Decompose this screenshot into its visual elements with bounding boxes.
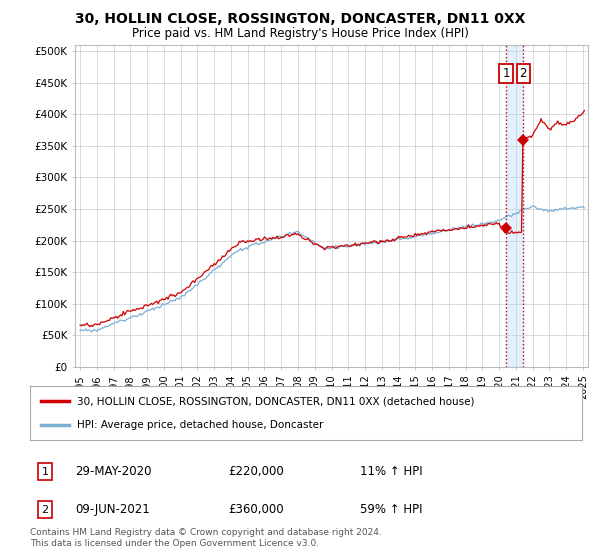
Bar bbox=[506, 45, 523, 367]
Text: 2: 2 bbox=[520, 67, 527, 80]
Text: Price paid vs. HM Land Registry's House Price Index (HPI): Price paid vs. HM Land Registry's House … bbox=[131, 27, 469, 40]
Text: 59% ↑ HPI: 59% ↑ HPI bbox=[360, 503, 422, 516]
Text: 11% ↑ HPI: 11% ↑ HPI bbox=[360, 465, 422, 478]
Text: 30, HOLLIN CLOSE, ROSSINGTON, DONCASTER, DN11 0XX: 30, HOLLIN CLOSE, ROSSINGTON, DONCASTER,… bbox=[75, 12, 525, 26]
Text: 09-JUN-2021: 09-JUN-2021 bbox=[75, 503, 150, 516]
Text: 1: 1 bbox=[502, 67, 510, 80]
Text: HPI: Average price, detached house, Doncaster: HPI: Average price, detached house, Donc… bbox=[77, 419, 323, 430]
Text: 29-MAY-2020: 29-MAY-2020 bbox=[75, 465, 151, 478]
Text: £220,000: £220,000 bbox=[228, 465, 284, 478]
Text: 2: 2 bbox=[41, 505, 49, 515]
Text: Contains HM Land Registry data © Crown copyright and database right 2024.
This d: Contains HM Land Registry data © Crown c… bbox=[30, 528, 382, 548]
Text: 1: 1 bbox=[41, 466, 49, 477]
Text: 30, HOLLIN CLOSE, ROSSINGTON, DONCASTER, DN11 0XX (detached house): 30, HOLLIN CLOSE, ROSSINGTON, DONCASTER,… bbox=[77, 396, 475, 407]
Text: £360,000: £360,000 bbox=[228, 503, 284, 516]
